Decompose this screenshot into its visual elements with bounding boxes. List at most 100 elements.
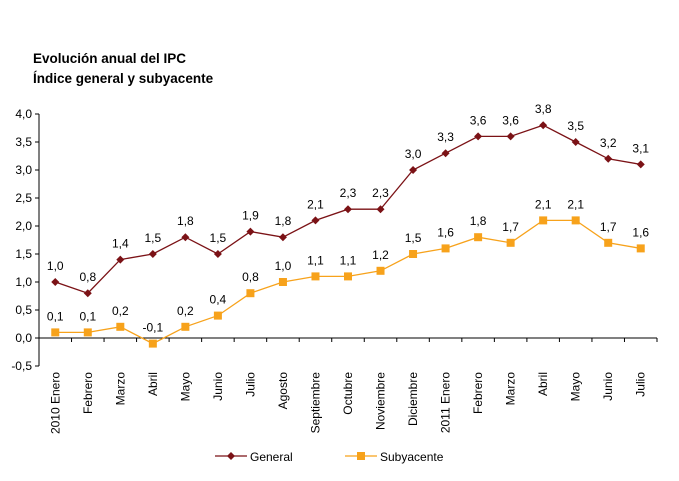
x-tick-label: Mayo — [569, 372, 583, 402]
legend-diamond-icon — [227, 452, 235, 460]
x-tick-label: Abril — [146, 372, 160, 396]
data-point — [148, 339, 157, 348]
data-label: 1,1 — [340, 253, 357, 267]
data-label: 0,4 — [210, 293, 227, 307]
x-tick-label: Noviembre — [374, 372, 388, 430]
data-point — [181, 233, 190, 242]
data-label: 2,3 — [372, 186, 389, 200]
data-label: 2,1 — [535, 197, 552, 211]
data-label: 2,3 — [340, 186, 357, 200]
y-tick-label: 2,0 — [15, 219, 32, 233]
y-tick-label: 4,0 — [15, 107, 32, 121]
data-point — [246, 227, 255, 236]
data-label: 1,2 — [372, 248, 389, 262]
data-label: 1,8 — [470, 214, 487, 228]
data-point — [246, 289, 255, 298]
x-tick-label: Marzo — [504, 372, 518, 406]
data-point — [441, 244, 450, 253]
y-tick-label: 2,5 — [15, 191, 32, 205]
data-label: 1,0 — [47, 259, 64, 273]
data-label: 2,1 — [567, 197, 584, 211]
x-tick-label: Febrero — [471, 372, 485, 414]
x-tick-label: Febrero — [81, 372, 95, 414]
data-point — [539, 216, 548, 225]
data-point — [181, 322, 190, 331]
data-label: 1,8 — [177, 214, 194, 228]
data-point — [441, 149, 450, 158]
data-label: 1,1 — [307, 253, 324, 267]
y-tick-label: 3,5 — [15, 135, 32, 149]
x-tick-label: 2010 Enero — [48, 372, 62, 434]
data-point — [506, 132, 515, 141]
data-point — [344, 205, 352, 214]
data-label: 3,5 — [567, 119, 584, 133]
y-tick-label: 1,5 — [15, 247, 32, 261]
data-point — [571, 138, 580, 146]
data-point — [148, 250, 157, 258]
data-label: 3,0 — [405, 147, 422, 161]
data-label: 3,6 — [470, 113, 487, 127]
x-tick-label: Junio — [211, 372, 225, 401]
x-tick-label: Junio — [601, 372, 615, 401]
data-point — [116, 322, 125, 331]
data-point — [83, 289, 92, 298]
data-label: 3,3 — [437, 130, 454, 144]
x-tick-label: Septiembre — [308, 372, 322, 434]
data-point — [311, 272, 320, 281]
data-point — [344, 272, 352, 281]
data-label: 1,4 — [112, 237, 129, 251]
data-point — [278, 233, 287, 242]
data-point — [51, 328, 60, 337]
x-tick-label: 2011 Enero — [439, 372, 453, 433]
data-label: 1,9 — [242, 209, 259, 223]
x-tick-label: Abril — [536, 372, 550, 396]
legend-square-icon — [357, 452, 365, 460]
data-point — [604, 238, 613, 247]
data-label: 0,2 — [177, 304, 194, 318]
data-point — [506, 238, 515, 247]
data-point — [83, 328, 92, 337]
data-label: 0,2 — [112, 304, 129, 318]
data-point — [604, 154, 613, 163]
data-label: 0,1 — [47, 309, 64, 323]
data-label: 1,7 — [502, 220, 519, 234]
data-label: 0,8 — [79, 270, 96, 284]
y-tick-label: 0,5 — [15, 303, 32, 317]
x-tick-label: Mayo — [178, 372, 192, 402]
data-point — [376, 205, 385, 214]
data-point — [213, 250, 222, 258]
data-label: 3,1 — [632, 141, 649, 155]
x-tick-label: Marzo — [113, 372, 127, 406]
legend-label: General — [250, 450, 293, 464]
data-point — [571, 216, 580, 225]
chart-title: Evolución anual del IPC — [33, 51, 187, 66]
x-tick-label: Diciembre — [406, 372, 420, 426]
data-label: 1,8 — [275, 214, 292, 228]
data-point — [474, 233, 483, 242]
y-tick-label: 0,0 — [15, 331, 32, 345]
x-tick-label: Agosto — [276, 372, 290, 410]
data-point — [51, 278, 60, 286]
x-tick-label: Julio — [243, 372, 257, 397]
data-point — [539, 121, 548, 130]
data-label: 3,2 — [600, 136, 617, 150]
chart-subtitle: Índice general y subyacente — [33, 71, 214, 86]
data-label: 1,0 — [275, 259, 292, 273]
data-point — [116, 255, 125, 264]
data-label: 0,1 — [79, 309, 96, 323]
y-tick-label: 1,0 — [15, 275, 32, 289]
data-point — [278, 278, 287, 286]
y-tick-label: 3,0 — [15, 163, 32, 177]
x-tick-label: Julio — [634, 372, 648, 397]
data-label: 1,6 — [632, 225, 649, 239]
data-point — [409, 166, 418, 174]
legend-label: Subyacente — [380, 450, 444, 464]
data-label: 1,5 — [405, 231, 422, 245]
data-point — [474, 132, 483, 141]
data-label: 2,1 — [307, 197, 324, 211]
y-tick-label: -0,5 — [11, 359, 32, 373]
data-point — [376, 266, 385, 275]
data-label: 3,8 — [535, 102, 552, 116]
